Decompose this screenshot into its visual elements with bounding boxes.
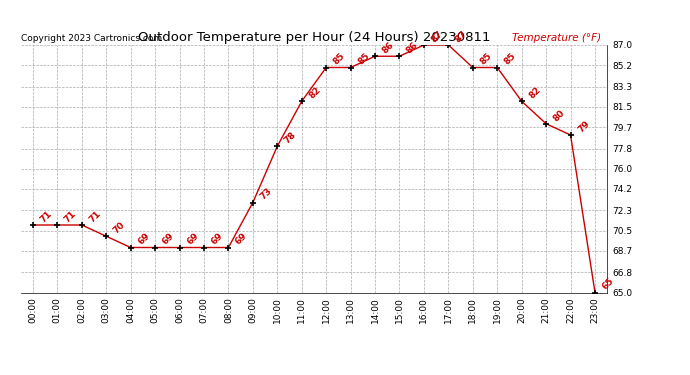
Text: 73: 73: [259, 186, 274, 202]
Text: 69: 69: [161, 231, 176, 247]
Text: 65: 65: [600, 276, 615, 292]
Text: 70: 70: [112, 220, 127, 236]
Text: 85: 85: [332, 51, 347, 67]
Text: 78: 78: [283, 130, 298, 146]
Text: 85: 85: [503, 51, 518, 67]
Text: 82: 82: [527, 85, 542, 100]
Text: 71: 71: [63, 209, 78, 224]
Title: Outdoor Temperature per Hour (24 Hours) 20230811: Outdoor Temperature per Hour (24 Hours) …: [138, 31, 490, 44]
Text: 69: 69: [185, 231, 200, 247]
Text: 85: 85: [356, 51, 371, 67]
Text: 80: 80: [552, 108, 566, 123]
Text: 86: 86: [381, 40, 396, 56]
Text: 79: 79: [576, 119, 591, 134]
Text: 69: 69: [136, 231, 152, 247]
Text: 82: 82: [307, 85, 322, 100]
Text: Temperature (°F): Temperature (°F): [512, 33, 602, 42]
Text: 69: 69: [210, 231, 225, 247]
Text: 87: 87: [429, 29, 445, 44]
Text: 69: 69: [234, 231, 249, 247]
Text: 85: 85: [478, 51, 493, 67]
Text: 71: 71: [88, 209, 103, 224]
Text: 87: 87: [454, 29, 469, 44]
Text: 71: 71: [39, 209, 54, 224]
Text: 86: 86: [405, 40, 420, 56]
Text: Copyright 2023 Cartronics.com: Copyright 2023 Cartronics.com: [21, 33, 162, 42]
